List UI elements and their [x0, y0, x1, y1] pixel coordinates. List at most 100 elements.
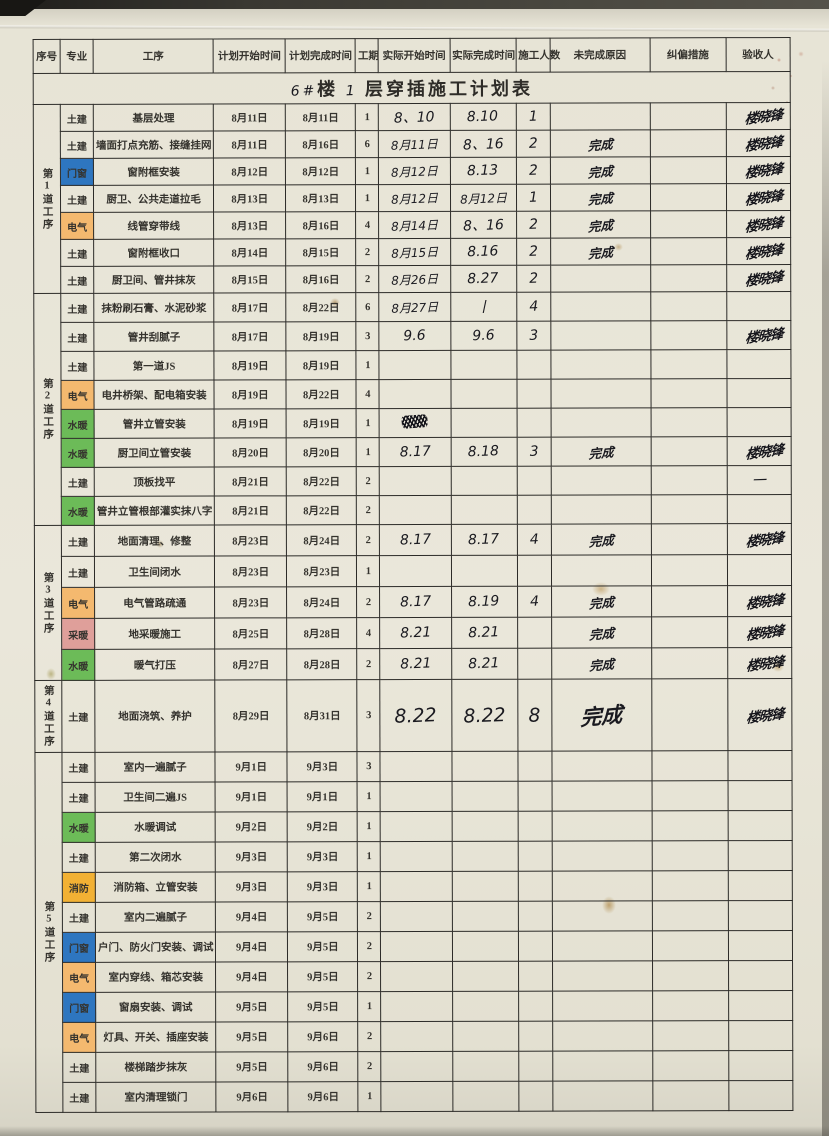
- column-header-8: 施工人数: [515, 38, 560, 73]
- actual-end-cell: 8.22: [451, 679, 518, 752]
- acceptor-cell: 楼晓锋: [727, 647, 792, 679]
- column-header-1: 专业: [60, 39, 94, 74]
- table-row: 土建 厨卫、公共走道拉毛 8月13日 8月13日 1 8月12日 8月12日 1 完成 楼晓锋: [33, 183, 791, 213]
- handwritten-value: 8月26日: [390, 271, 439, 288]
- unfinished-reason-cell: [552, 1050, 653, 1082]
- plan-start-cell: 8月12日: [213, 157, 286, 186]
- actual-end-cell: [451, 781, 518, 812]
- acceptor-cell: [728, 870, 793, 901]
- duration-cell: 1: [357, 991, 382, 1022]
- plan-start-cell: 8月19日: [214, 350, 287, 381]
- table-row: 土建 厨卫间、管井抹灰 8月15日 8月16日 2 8月26日 8.27 2 楼晓锋: [34, 264, 791, 294]
- actual-start-cell: 8月12日: [378, 157, 450, 185]
- duration-cell: 2: [356, 524, 380, 556]
- actual-start-cell: [379, 350, 451, 380]
- acceptor-cell: [726, 291, 791, 321]
- process-cell: 第二次闭水: [95, 842, 216, 873]
- table-body: 第1道工序 土建 基层处理 8月11日 8月11日 1 8、10 8.10 1 楼晓锋 土建 墙面打点…: [33, 102, 793, 1113]
- handwritten-value: 8月11日: [390, 136, 439, 153]
- correction-cell: [651, 780, 728, 811]
- actual-start-cell: [379, 466, 451, 496]
- process-cell: 顶板找平: [94, 467, 215, 497]
- actual-end-cell: 8、16: [450, 211, 517, 239]
- table-row: 土建 室内二遍腻子 9月4日 9月5日 2: [35, 900, 793, 933]
- actual-end-cell: [451, 811, 518, 842]
- workers-cell: [517, 617, 552, 649]
- specialty-cell: 水暖: [61, 496, 95, 526]
- process-cell: 灯具、开关、插座安装: [95, 1022, 216, 1053]
- unfinished-reason-cell: [552, 1020, 653, 1052]
- process-cell: 厨卫、公共走道拉毛: [93, 185, 214, 213]
- workers-cell: [518, 1081, 553, 1112]
- correction-cell: [651, 585, 728, 617]
- specialty-cell: 土建: [61, 525, 95, 557]
- section-label-cell: 第4道工序: [34, 680, 62, 753]
- workers-cell: 4: [516, 524, 552, 556]
- specialty-cell: 土建: [60, 185, 94, 213]
- schedule-sheet: 6#楼 1 层穿插施工计划表 序号 专业 工序 计划开始时间 计划完成时间 工期 实际开始时…: [33, 37, 794, 1113]
- duration-cell: 3: [357, 679, 381, 752]
- plan-end-cell: 8月13日: [285, 184, 356, 212]
- actual-start-cell: 8月26日: [379, 265, 451, 293]
- table-row: 土建 顶板找平 8月21日 8月22日 2 一: [34, 465, 792, 497]
- actual-start-cell: [380, 841, 452, 872]
- plan-start-cell: 8月19日: [214, 408, 287, 439]
- process-cell: 室内清理锁门: [95, 1082, 217, 1113]
- specialty-cell: 水暖: [61, 438, 95, 468]
- workers-cell: [517, 781, 552, 812]
- plan-end-cell: 8月16日: [285, 211, 357, 239]
- plan-end-cell: 8月16日: [286, 265, 357, 293]
- actual-end-cell: 9.6: [450, 321, 517, 351]
- process-cell: 水暖调试: [95, 812, 216, 843]
- handwritten-value: 2: [528, 162, 538, 179]
- plan-end-cell: 8月11日: [285, 103, 356, 131]
- acceptor-cell: 一: [727, 465, 792, 495]
- unfinished-reason-cell: [552, 1080, 653, 1112]
- plan-start-cell: 8月11日: [213, 130, 286, 159]
- plan-end-cell: 8月15日: [285, 238, 357, 266]
- workers-cell: 2: [515, 157, 551, 185]
- column-header-3: 计划开始时间: [213, 38, 286, 74]
- plan-end-cell: 8月28日: [287, 648, 358, 680]
- acceptor-cell: 楼晓锋: [726, 210, 791, 238]
- unfinished-reason-cell: [551, 900, 653, 932]
- specialty-cell: 门窗: [60, 158, 94, 186]
- construction-schedule-table: 6#楼 1 层穿插施工计划表 序号 专业 工序 计划开始时间 计划完成时间 工期 实际开始时…: [33, 37, 794, 1113]
- actual-end-cell: [450, 350, 517, 380]
- actual-start-cell: [379, 408, 451, 438]
- actual-start-cell: 8月12日: [378, 184, 451, 212]
- column-header-6: 实际开始时间: [378, 38, 450, 73]
- plan-start-cell: 8月13日: [213, 211, 286, 240]
- handwritten-status: 完成: [587, 162, 613, 181]
- duration-cell: 4: [355, 211, 380, 239]
- actual-end-cell: 8月12日: [449, 184, 517, 212]
- handwritten-value: 9.6: [403, 327, 427, 345]
- process-cell: 抹粉刷石膏、水泥砂浆: [93, 293, 215, 323]
- actual-start-cell: 8.21: [380, 648, 452, 680]
- actual-end-cell: [451, 751, 518, 782]
- actual-start-cell: [380, 811, 452, 842]
- duration-cell: 2: [356, 495, 380, 525]
- plan-start-cell: 9月3日: [215, 871, 288, 903]
- workers-cell: [517, 811, 552, 842]
- process-cell: 管井立管安装: [94, 409, 215, 439]
- acceptor-signature: 楼晓锋: [743, 188, 783, 209]
- handwritten-value: 8月12日: [390, 163, 439, 180]
- table-row: 第1道工序 土建 基层处理 8月11日 8月11日 1 8、10 8.10 1 楼晓锋: [33, 102, 791, 294]
- column-header-7: 实际完成时间: [449, 38, 516, 73]
- handwritten-status: 完成: [580, 702, 623, 730]
- plan-end-cell: 9月3日: [287, 871, 358, 902]
- table-row: 土建 卫生间二遍JS 9月1日 9月1日 1: [35, 780, 793, 813]
- acceptor-cell: [728, 930, 793, 961]
- correction-cell: [651, 750, 728, 781]
- table-row: 土建 管井刮腻子 8月17日 8月19日 3 9.6 9.6 3 楼晓锋: [34, 320, 791, 352]
- workers-cell: [517, 901, 553, 932]
- actual-end-cell: [452, 991, 519, 1022]
- actual-end-cell: 8.21: [451, 648, 518, 680]
- duration-cell: 1: [355, 103, 379, 131]
- unfinished-reason-cell: [551, 870, 653, 902]
- workers-cell: [516, 466, 551, 496]
- specialty-cell: 电气: [60, 212, 94, 240]
- correction-cell: [649, 102, 727, 130]
- duration-cell: 1: [358, 1081, 382, 1112]
